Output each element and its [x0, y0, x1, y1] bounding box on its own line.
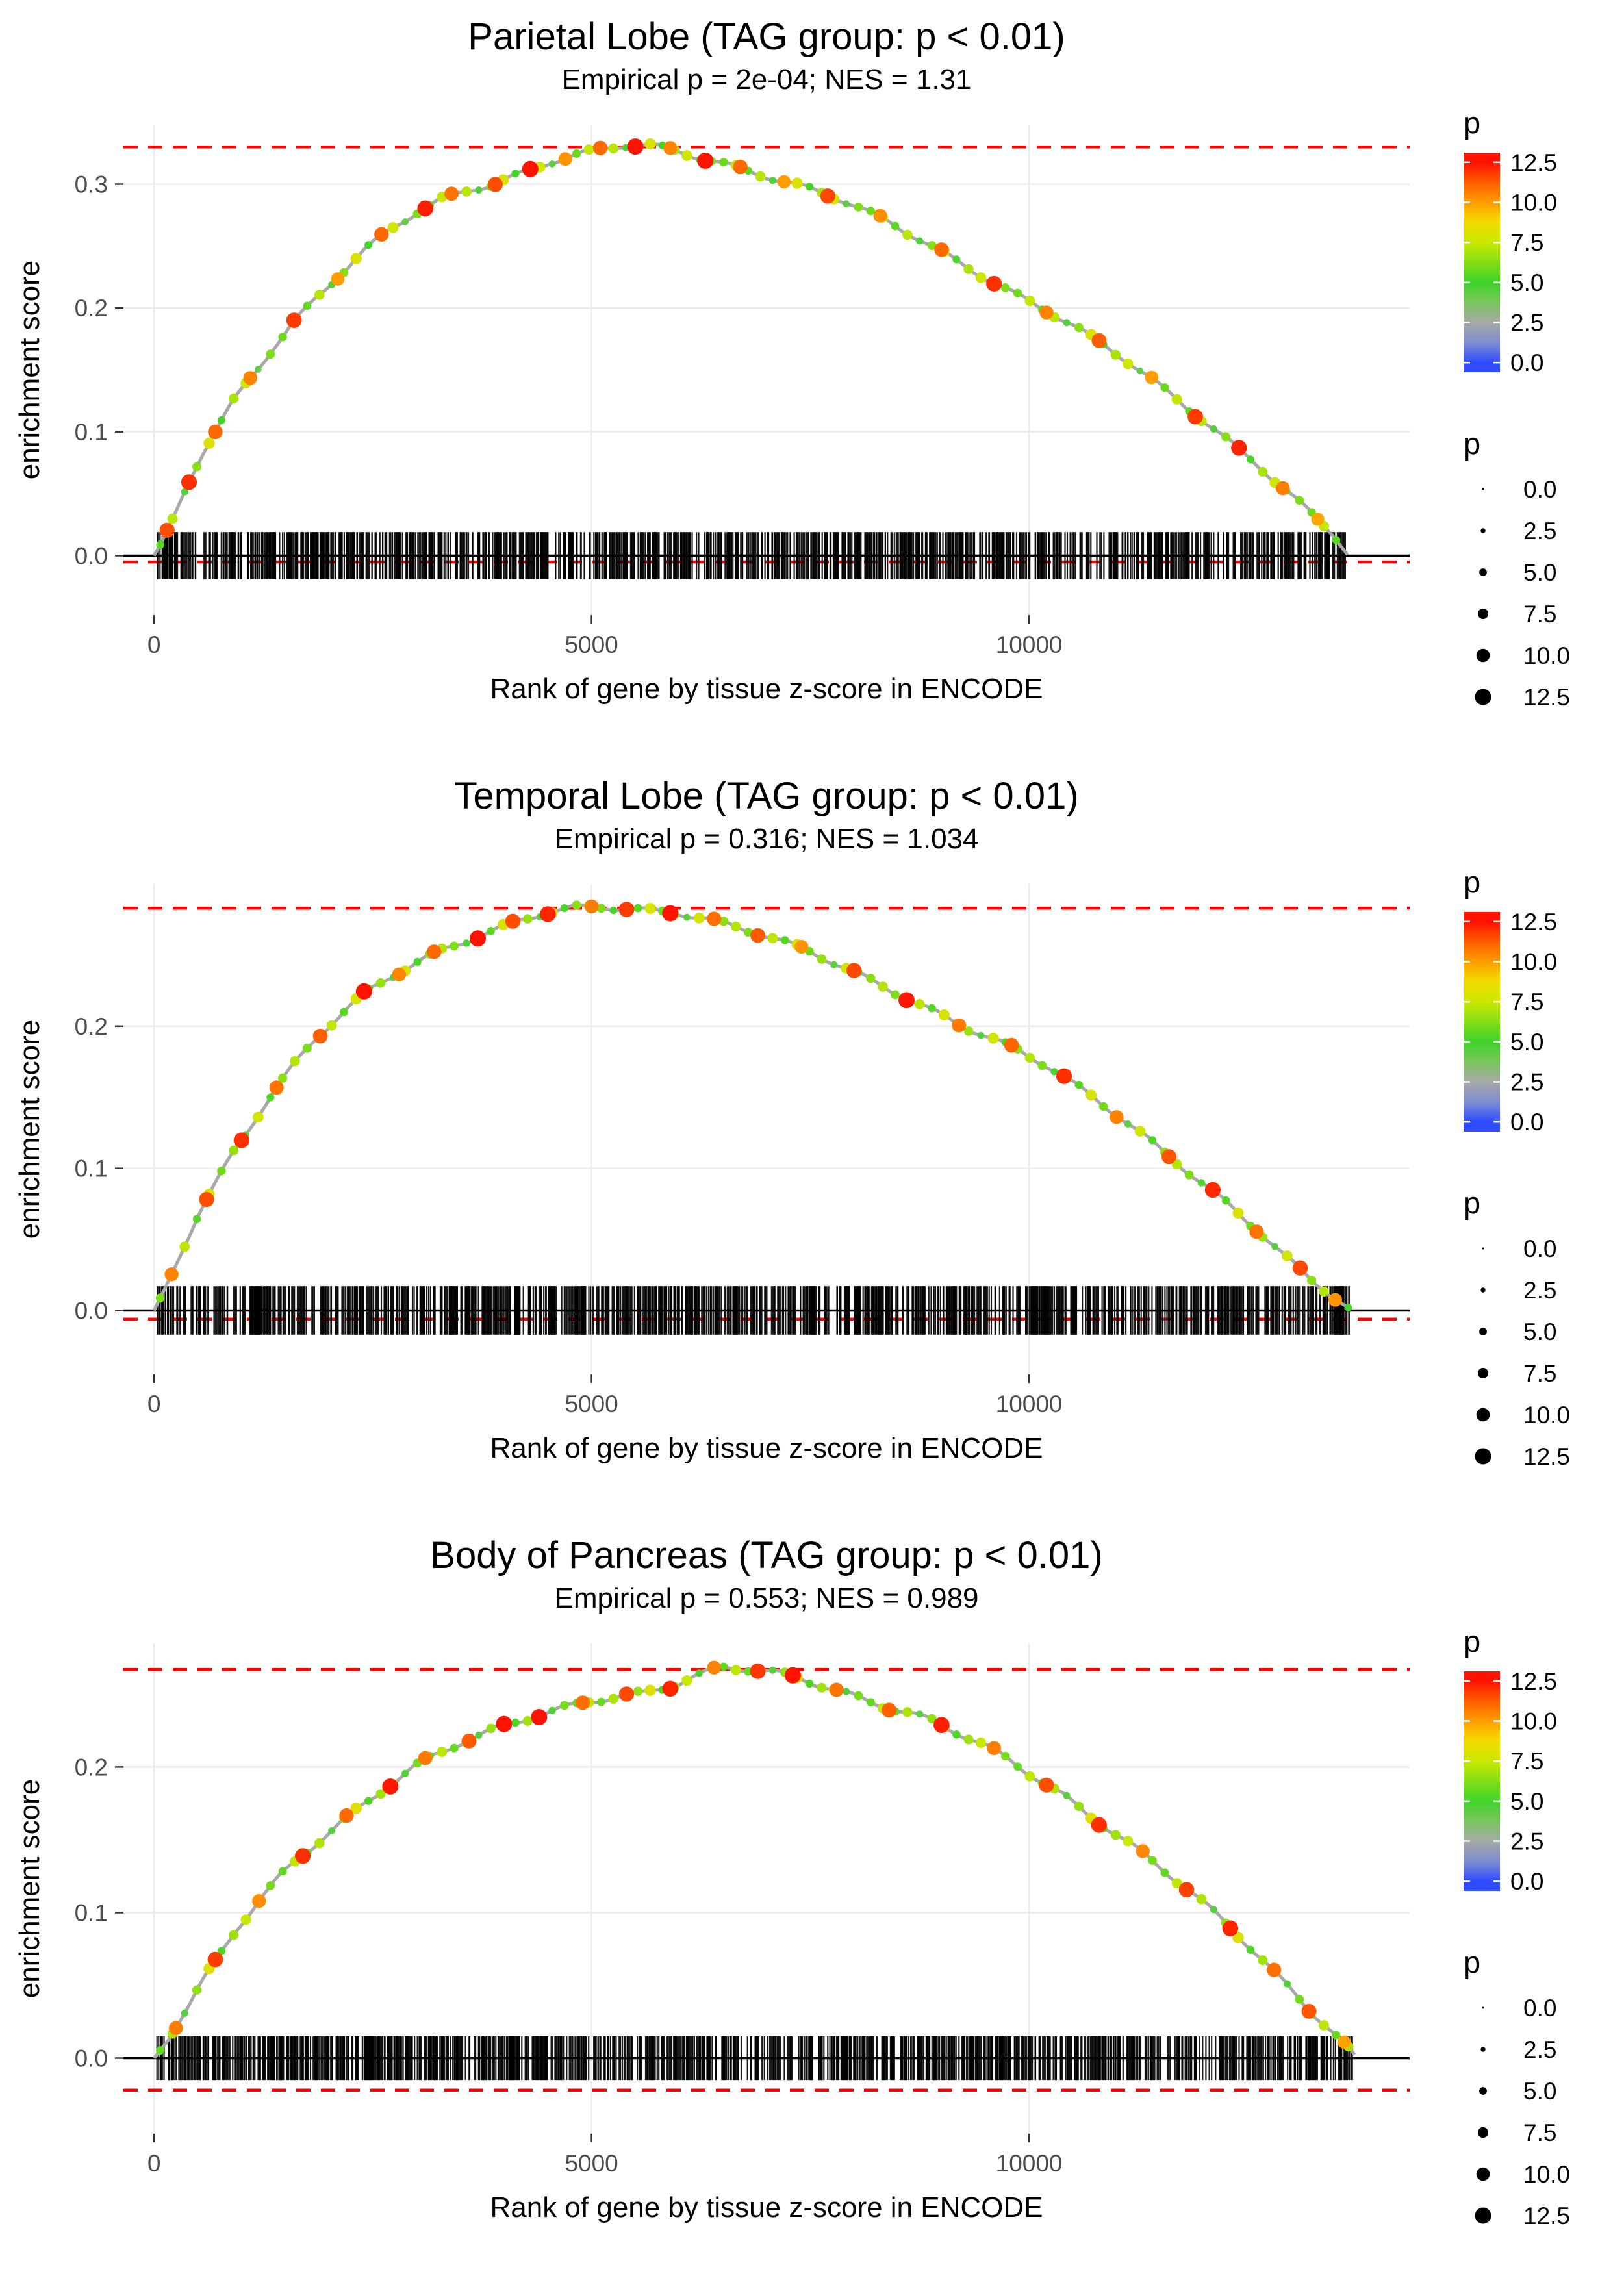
svg-text:0.0: 0.0	[1510, 1868, 1543, 1895]
colorbar	[1464, 912, 1500, 1132]
svg-text:5.0: 5.0	[1510, 1788, 1543, 1815]
svg-text:12.5: 12.5	[1510, 1668, 1557, 1695]
svg-text:0.3: 0.3	[75, 171, 108, 198]
enrichment-plot: 0.0 0.1 0.2 0 5000 10000 Rank of gene by tissu…	[0, 855, 1624, 1504]
chart-title: Temporal Lobe (TAG group: p < 0.01)	[454, 775, 1079, 818]
svg-text:0: 0	[147, 1391, 161, 1417]
chart-section-temporal-lobe: Temporal Lobe (TAG group: p < 0.01) Empi…	[0, 759, 1624, 1504]
chart-section-body-of-pancreas: Body of Pancreas (TAG group: p < 0.01) E…	[0, 1519, 1624, 2264]
svg-text:0.2: 0.2	[75, 1013, 108, 1040]
y-axis-title: enrichment score	[14, 260, 45, 479]
enrichment-curve	[152, 903, 1352, 1311]
svg-text:10.0: 10.0	[1510, 949, 1557, 976]
legends: p 12.5 10.0 7.5 5.0 2.5 0.0 p 0.0 2.5 5.0 7.5 10.0 12…	[1464, 865, 1570, 1470]
svg-text:12.5: 12.5	[1510, 909, 1557, 935]
svg-text:0.0: 0.0	[75, 1298, 108, 1324]
svg-text:5.0: 5.0	[1523, 2078, 1556, 2105]
enrichment-plot: 0.0 0.1 0.2 0.3 0 5000 10000 Rank of gene by ti…	[0, 95, 1624, 745]
svg-text:5.0: 5.0	[1523, 1319, 1556, 1345]
svg-text:10000: 10000	[996, 631, 1063, 658]
svg-text:Rank of gene by tissue z-score: Rank of gene by tissue z-score in ENCODE	[490, 673, 1043, 705]
svg-text:7.5: 7.5	[1523, 2120, 1556, 2146]
svg-text:10.0: 10.0	[1510, 190, 1557, 216]
svg-text:7.5: 7.5	[1523, 601, 1556, 627]
svg-text:0.0: 0.0	[75, 543, 108, 570]
legends: p 12.5 10.0 7.5 5.0 2.5 0.0 p 0.0 2.5 5.0 7.5 10.0 12…	[1464, 105, 1570, 711]
svg-text:p: p	[1464, 426, 1480, 461]
gene-dots	[156, 138, 1341, 549]
gene-rug	[157, 1286, 1350, 1335]
svg-text:Rank of gene by tissue z-score: Rank of gene by tissue z-score in ENCODE	[490, 2192, 1043, 2223]
svg-text:2.5: 2.5	[1510, 1829, 1543, 1855]
svg-text:12.5: 12.5	[1510, 149, 1557, 176]
svg-text:7.5: 7.5	[1510, 989, 1543, 1015]
svg-text:0: 0	[147, 2150, 161, 2177]
svg-text:10000: 10000	[996, 2150, 1063, 2177]
svg-text:0.1: 0.1	[75, 419, 108, 446]
svg-text:0.0: 0.0	[1523, 476, 1556, 503]
svg-text:5.0: 5.0	[1510, 1029, 1543, 1056]
svg-text:10.0: 10.0	[1510, 1708, 1557, 1735]
chart-title: Body of Pancreas (TAG group: p < 0.01)	[430, 1534, 1103, 1577]
chart-subtitle: Empirical p = 2e-04; NES = 1.31	[561, 63, 972, 95]
svg-text:p: p	[1464, 1945, 1480, 1979]
svg-text:p: p	[1464, 1624, 1480, 1658]
plot-svg: 0.0 0.1 0.2 0 5000 10000 Rank of gene by tissu…	[14, 1624, 1570, 2229]
chart-title: Parietal Lobe (TAG group: p < 0.01)	[468, 16, 1065, 58]
svg-text:2.5: 2.5	[1523, 1277, 1556, 1304]
svg-text:2.5: 2.5	[1523, 2036, 1556, 2063]
svg-text:5000: 5000	[565, 2150, 618, 2177]
svg-text:10.0: 10.0	[1523, 1402, 1570, 1428]
svg-text:5000: 5000	[565, 1391, 618, 1417]
enrichment-curve	[152, 142, 1349, 557]
chart-subtitle: Empirical p = 0.553; NES = 0.989	[554, 1582, 979, 1614]
gene-dots	[155, 899, 1352, 1311]
plot-svg: 0.0 0.1 0.2 0 5000 10000 Rank of gene by tissu…	[14, 865, 1570, 1470]
svg-text:2.5: 2.5	[1510, 1069, 1543, 1096]
svg-text:Rank of gene by tissue z-score: Rank of gene by tissue z-score in ENCODE	[490, 1432, 1043, 1464]
svg-text:0.2: 0.2	[75, 1754, 108, 1781]
svg-text:0.0: 0.0	[1523, 1235, 1556, 1262]
plot-svg: 0.0 0.1 0.2 0.3 0 5000 10000 Rank of gene by ti…	[14, 105, 1570, 711]
gene-rug	[156, 2036, 1353, 2081]
svg-text:0: 0	[147, 631, 161, 658]
svg-text:0.1: 0.1	[75, 1156, 108, 1182]
svg-text:10.0: 10.0	[1523, 642, 1570, 669]
legends: p 12.5 10.0 7.5 5.0 2.5 0.0 p 0.0 2.5 5.0 7.5 10.0 12…	[1464, 1624, 1570, 2229]
svg-text:p: p	[1464, 105, 1480, 140]
svg-text:5.0: 5.0	[1510, 270, 1543, 296]
gene-rug	[157, 532, 1346, 579]
svg-text:7.5: 7.5	[1523, 1360, 1556, 1387]
chart-subtitle: Empirical p = 0.316; NES = 1.034	[554, 822, 979, 855]
svg-text:0.0: 0.0	[1510, 1109, 1543, 1135]
enrichment-curve	[153, 1665, 1356, 2060]
svg-text:7.5: 7.5	[1510, 1748, 1543, 1775]
y-axis-title: enrichment score	[14, 1779, 45, 1998]
svg-text:0.0: 0.0	[75, 2045, 108, 2072]
svg-text:0.2: 0.2	[75, 295, 108, 322]
colorbar	[1464, 153, 1500, 373]
svg-text:12.5: 12.5	[1523, 1443, 1570, 1470]
svg-text:0.1: 0.1	[75, 1900, 108, 1927]
svg-text:0.0: 0.0	[1510, 349, 1543, 376]
svg-text:p: p	[1464, 1185, 1480, 1220]
svg-text:10.0: 10.0	[1523, 2161, 1570, 2188]
svg-text:10000: 10000	[996, 1391, 1063, 1417]
svg-text:12.5: 12.5	[1523, 2203, 1570, 2229]
svg-text:7.5: 7.5	[1510, 229, 1543, 256]
colorbar	[1464, 1671, 1500, 1892]
svg-text:12.5: 12.5	[1523, 684, 1570, 711]
y-axis-title: enrichment score	[14, 1020, 45, 1239]
enrichment-plot: 0.0 0.1 0.2 0 5000 10000 Rank of gene by tissu…	[0, 1614, 1624, 2264]
svg-text:5.0: 5.0	[1523, 559, 1556, 586]
svg-text:2.5: 2.5	[1523, 518, 1556, 544]
gene-dots	[156, 1660, 1354, 2055]
svg-text:5000: 5000	[565, 631, 618, 658]
svg-text:p: p	[1464, 865, 1480, 899]
svg-text:2.5: 2.5	[1510, 310, 1543, 336]
svg-text:0.0: 0.0	[1523, 1995, 1556, 2021]
chart-section-parietal-lobe: Parietal Lobe (TAG group: p < 0.01) Empi…	[0, 0, 1624, 745]
